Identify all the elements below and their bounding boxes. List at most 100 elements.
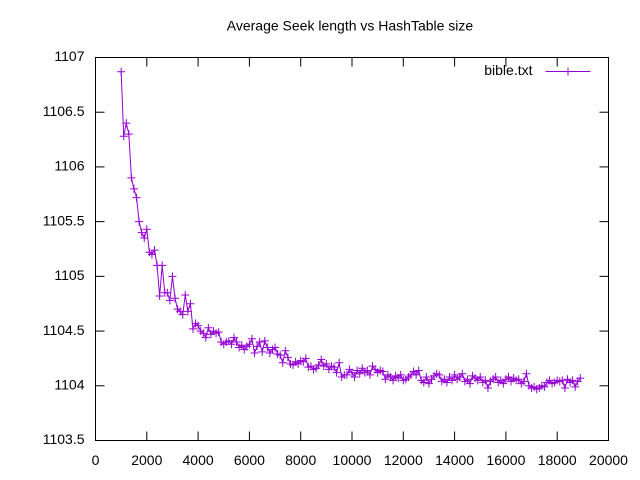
point [135,217,144,226]
point [127,173,136,182]
point [412,370,421,379]
point [568,376,577,385]
point [314,360,323,369]
point [378,367,387,376]
point [330,363,339,372]
point [247,334,256,343]
point [363,366,372,375]
point [142,225,151,234]
legend-label: bible.txt [484,62,532,78]
point [181,290,190,299]
y-tick-label: 1104.5 [43,322,85,338]
point [504,373,513,382]
point [317,355,326,364]
point [283,353,292,362]
y-tick-label: 1105.5 [43,212,85,228]
point [476,373,485,382]
point [250,348,259,357]
point [271,343,280,352]
point [278,358,287,367]
point [514,375,523,384]
point [389,376,398,385]
point [281,346,290,355]
y-tick-label: 1103.5 [43,431,85,447]
point [414,366,423,375]
point [260,336,269,345]
point [332,368,341,377]
point [147,250,156,259]
point [199,329,208,338]
point [214,328,223,337]
point [355,369,364,378]
point [194,321,203,330]
point [227,340,236,349]
point [201,333,210,342]
point [263,343,272,352]
point [119,132,128,141]
point [463,375,472,384]
point [122,119,131,128]
y-tick-label: 1104 [54,376,84,392]
point [435,370,444,379]
point [442,378,451,387]
point [183,307,192,316]
point [522,369,531,378]
point [245,340,254,349]
point [458,369,467,378]
point [540,382,549,391]
point [188,324,197,333]
point [350,373,359,382]
point [163,288,172,297]
point [419,378,428,387]
point [165,296,174,305]
point [422,373,431,382]
chart-title: Average Seek length vs HashTable size [227,18,474,34]
point [558,376,567,385]
point [258,347,267,356]
point [448,376,457,385]
point [499,379,508,388]
point [358,364,367,373]
x-tick-label: 10000 [333,452,372,468]
point [396,370,405,379]
point [255,338,264,347]
x-tick-label: 16000 [486,452,525,468]
x-tick-label: 20000 [589,452,628,468]
x-tick-label: 0 [92,452,100,468]
point [491,373,500,382]
point [576,374,585,383]
point [450,370,459,379]
point [230,333,239,342]
point [117,67,126,76]
point [132,193,141,202]
legend-marker [564,67,572,76]
point [186,299,195,308]
point [168,272,177,281]
x-tick-label: 14000 [435,452,474,468]
point [342,370,351,379]
point [335,358,344,367]
y-tick-label: 1107 [54,48,84,64]
point [155,292,164,301]
point [276,351,285,360]
point [348,368,356,377]
x-tick-label: 8000 [285,452,316,468]
point [465,379,474,388]
x-tick-label: 2000 [131,452,162,468]
point [178,310,187,319]
x-tick-label: 18000 [538,452,577,468]
point [322,359,331,368]
point [381,375,390,384]
point [424,379,433,388]
x-tick-label: 4000 [183,452,214,468]
point [129,184,138,193]
point [483,383,492,392]
point [481,376,490,385]
point [365,370,374,379]
x-tick-label: 12000 [384,452,423,468]
point [301,354,310,363]
y-tick-label: 1106 [54,158,84,174]
point [158,261,167,270]
